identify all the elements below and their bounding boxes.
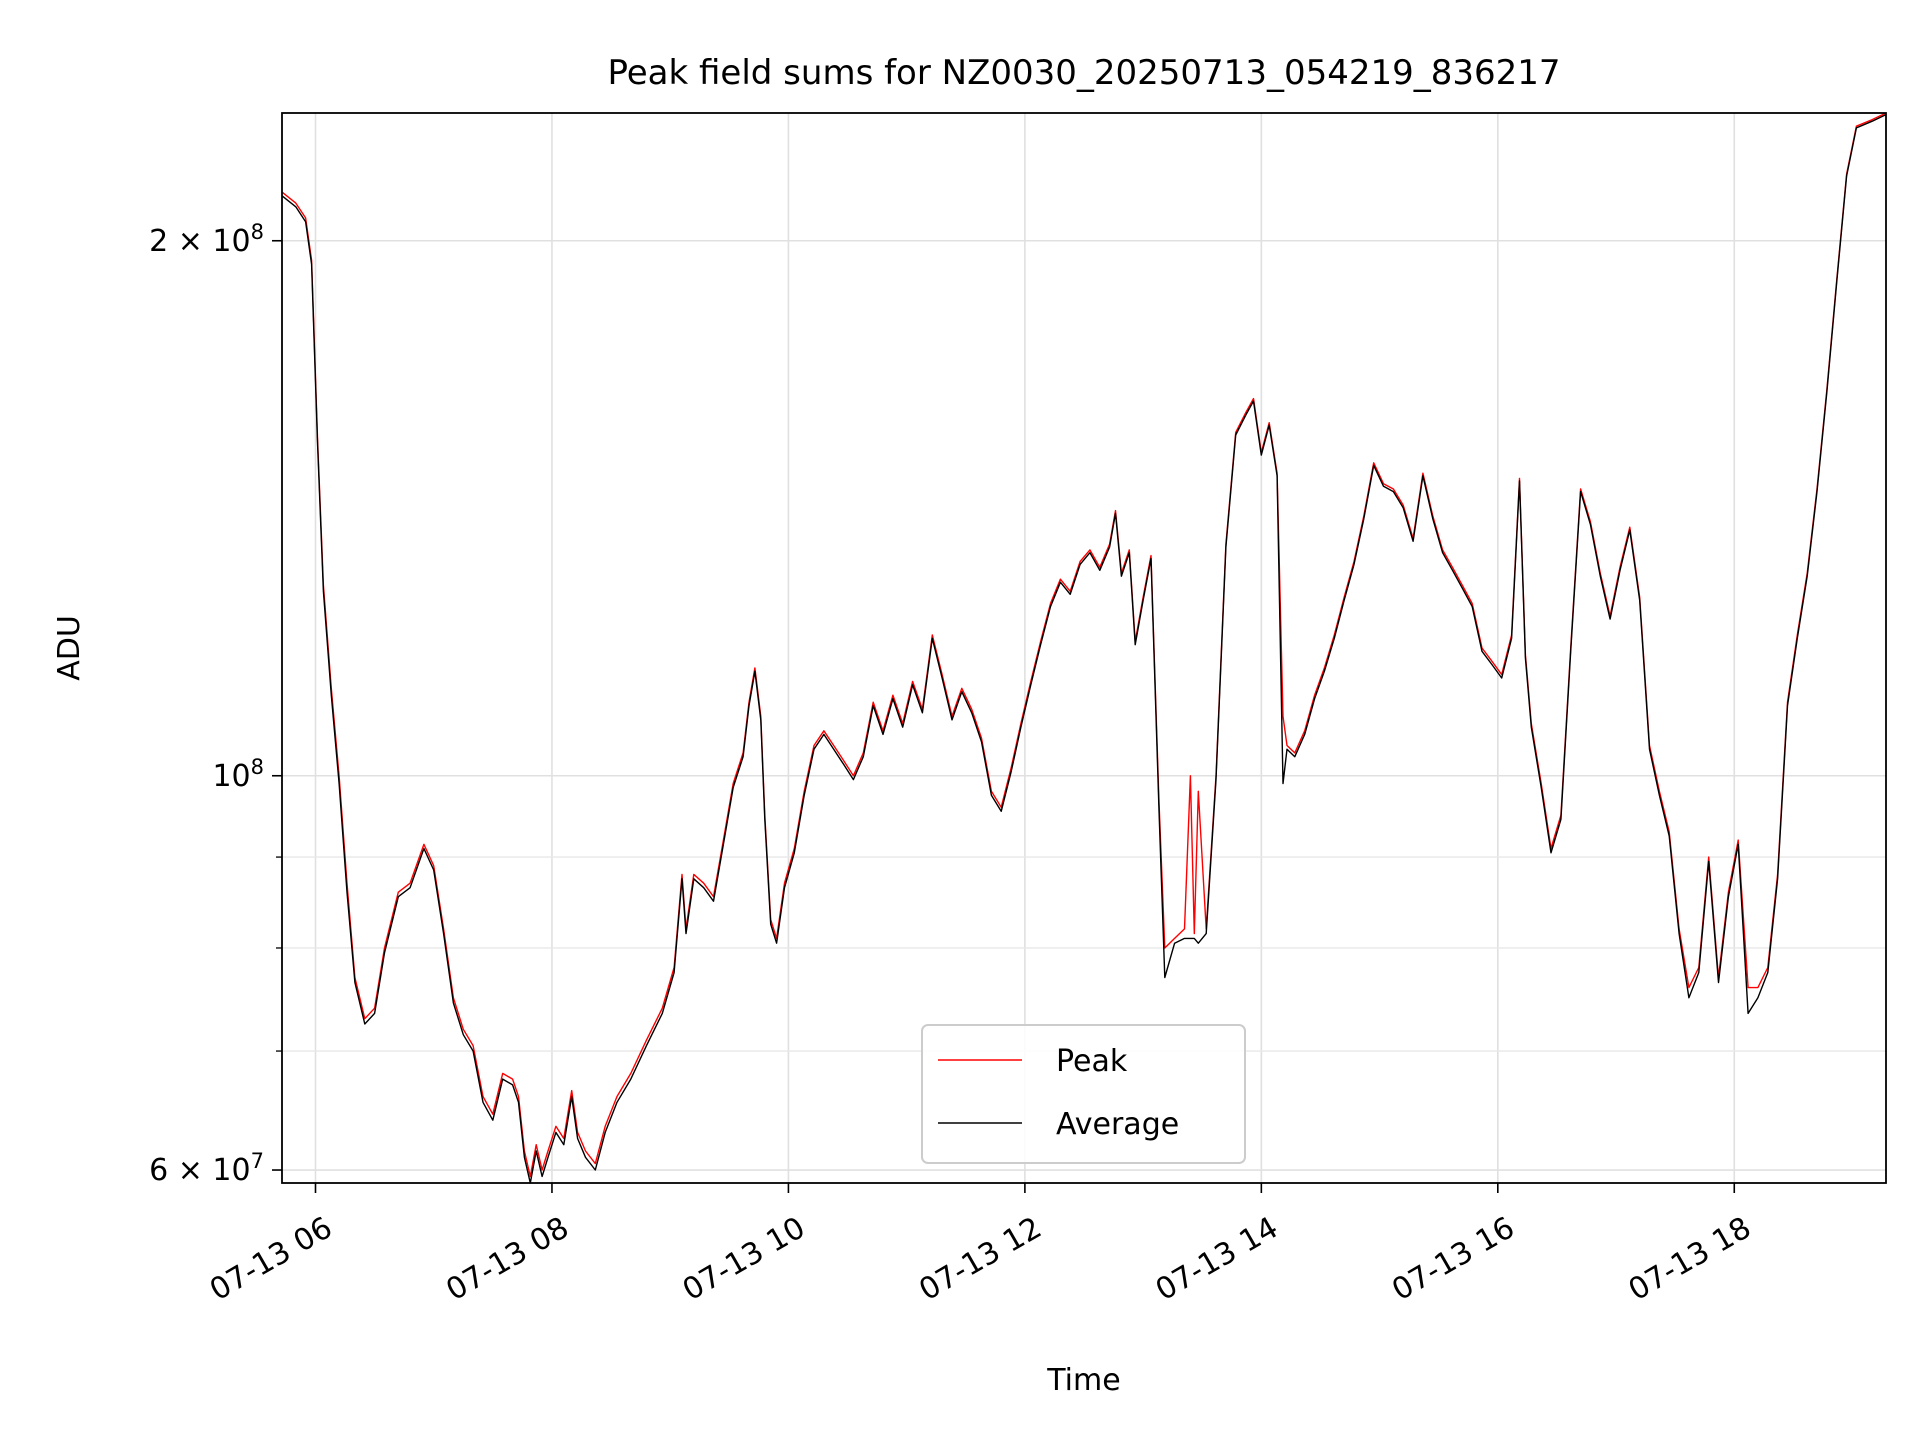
series-line-peak [281,112,1887,1178]
series-line-average [281,113,1887,1184]
grid-lines [282,113,1886,1183]
chart-title: Peak field sums for NZ0030_20250713_0542… [607,53,1560,93]
legend-label-average: Average [1056,1107,1179,1142]
legend: Peak Average [921,1024,1246,1164]
y-tick-label: 108 [212,755,264,794]
y-tick-label: 6 × 107 [149,1149,264,1188]
y-axis-ticks: 6 × 107 108 2 × 108 [149,220,282,1188]
y-axis-label: ADU [52,615,87,681]
x-axis-label: Time [1046,1363,1120,1398]
plot-series [281,112,1887,1184]
legend-label-peak: Peak [1056,1044,1128,1079]
y-tick-label: 2 × 108 [149,220,264,259]
plot-frame [281,112,1887,1184]
